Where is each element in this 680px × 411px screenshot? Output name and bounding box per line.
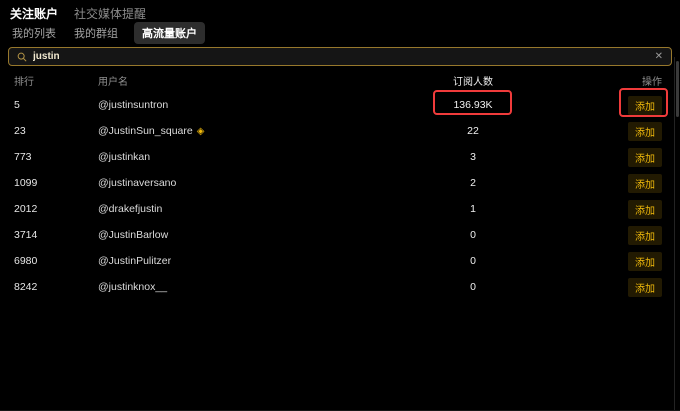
username-cell: @justinknox__ — [98, 281, 378, 293]
subscribers-cell: 1 — [470, 203, 476, 215]
rank-cell: 3714 — [14, 229, 38, 241]
action-cell: 添加 — [568, 277, 680, 297]
username-text[interactable]: @drakefjustin — [98, 203, 163, 215]
subscribers-cell: 2 — [470, 177, 476, 189]
action-cell: 添加 — [568, 95, 680, 115]
action-cell: 添加 — [568, 147, 680, 167]
column-header-subscribers: 订阅人数 — [453, 76, 493, 88]
add-button[interactable]: 添加 — [628, 251, 662, 271]
username-text[interactable]: @justinaversano — [98, 177, 177, 189]
search-input[interactable] — [33, 51, 649, 62]
table-header: 排行 用户名 订阅人数 操作 — [0, 68, 680, 92]
action-cell: 添加 — [568, 251, 680, 271]
add-button[interactable]: 添加 — [628, 277, 662, 297]
username-cell: @justinkan — [98, 151, 378, 163]
username-text[interactable]: @JustinBarlow — [98, 229, 169, 241]
action-cell: 添加 — [568, 173, 680, 193]
username-cell: @JustinBarlow — [98, 229, 378, 241]
table-row: 773 @justinkan 3 添加 — [0, 144, 680, 170]
subscribers-cell: 3 — [470, 151, 476, 163]
username-cell: @justinsuntron — [98, 99, 378, 111]
rank-cell: 1099 — [14, 177, 38, 189]
action-cell: 添加 — [568, 199, 680, 219]
username-text[interactable]: @JustinSun_square — [98, 125, 193, 137]
add-button[interactable]: 添加 — [628, 199, 662, 219]
table-row: 6980 @JustinPulitzer 0 添加 — [0, 248, 680, 274]
page-title: 关注账户 — [10, 6, 59, 21]
diamond-badge-icon: ◈ — [196, 125, 205, 137]
page-subtitle[interactable]: 社交媒体提醒 — [74, 6, 147, 21]
table-body: 5 @justinsuntron 136.93K 添加 23 @JustinSu… — [0, 92, 680, 300]
username-text[interactable]: @justinsuntron — [98, 99, 169, 111]
add-button[interactable]: 添加 — [628, 173, 662, 193]
subscribers-cell: 0 — [470, 281, 476, 293]
username-cell: @drakefjustin — [98, 203, 378, 215]
table-row: 5 @justinsuntron 136.93K 添加 — [0, 92, 680, 118]
search-box[interactable]: ✕ — [8, 47, 672, 66]
username-cell: @JustinSun_square ◈ — [98, 125, 378, 137]
rank-cell: 2012 — [14, 203, 38, 215]
username-text[interactable]: @justinkan — [98, 151, 151, 163]
column-header-username: 用户名 — [98, 76, 128, 88]
username-cell: @justinaversano — [98, 177, 378, 189]
add-button[interactable]: 添加 — [628, 95, 662, 115]
table-row: 2012 @drakefjustin 1 添加 — [0, 196, 680, 222]
table-row: 8242 @justinknox__ 0 添加 — [0, 274, 680, 300]
username-text[interactable]: @justinknox__ — [98, 281, 168, 293]
scrollbar-thumb[interactable] — [676, 61, 679, 117]
subscribers-cell: 136.93K — [453, 99, 493, 111]
subscribers-cell: 0 — [470, 229, 476, 241]
search-icon — [17, 52, 27, 62]
rank-cell: 6980 — [14, 255, 38, 267]
rank-cell: 5 — [14, 99, 20, 111]
username-cell: @JustinPulitzer — [98, 255, 378, 267]
action-cell: 添加 — [568, 121, 680, 141]
action-cell: 添加 — [568, 225, 680, 245]
titlebar: 关注账户 社交媒体提醒 — [0, 0, 680, 22]
tab-my-groups[interactable]: 我的群组 — [74, 28, 118, 40]
tab-my-lists[interactable]: 我的列表 — [12, 28, 56, 40]
rank-cell: 23 — [14, 125, 26, 137]
subscribers-cell: 0 — [470, 255, 476, 267]
panel-edge-divider — [674, 57, 675, 410]
add-button[interactable]: 添加 — [628, 121, 662, 141]
tab-high-traffic-accounts[interactable]: 高流量账户 — [134, 22, 205, 44]
accounts-table: 排行 用户名 订阅人数 操作 5 @justinsuntron 136.93K … — [0, 68, 680, 300]
tab-bar: 我的列表 我的群组 高流量账户 — [0, 22, 680, 44]
column-header-rank: 排行 — [14, 76, 34, 88]
clear-search-icon[interactable]: ✕ — [654, 50, 663, 62]
table-row: 3714 @JustinBarlow 0 添加 — [0, 222, 680, 248]
subscribers-cell: 22 — [467, 125, 479, 137]
rank-cell: 773 — [14, 151, 32, 163]
table-row: 23 @JustinSun_square ◈ 22 添加 — [0, 118, 680, 144]
table-row: 1099 @justinaversano 2 添加 — [0, 170, 680, 196]
column-header-action: 操作 — [642, 76, 662, 88]
username-text[interactable]: @JustinPulitzer — [98, 255, 172, 267]
add-button[interactable]: 添加 — [628, 225, 662, 245]
rank-cell: 8242 — [14, 281, 38, 293]
add-button[interactable]: 添加 — [628, 147, 662, 167]
